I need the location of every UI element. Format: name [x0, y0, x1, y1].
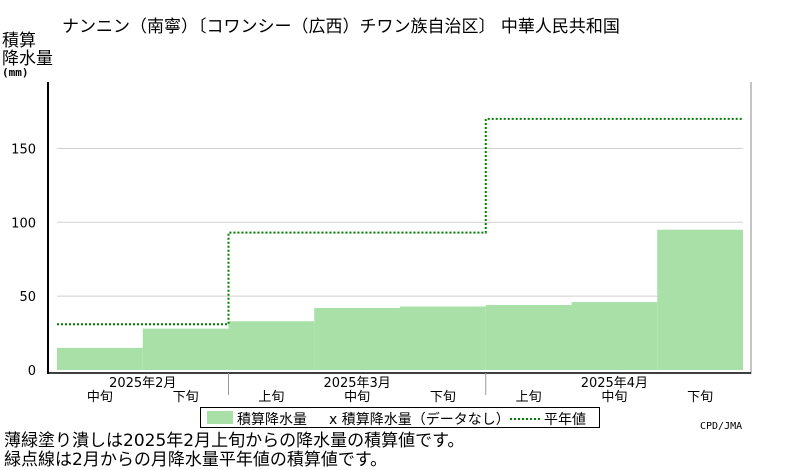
y-tick-label: 50: [19, 290, 36, 305]
bar: [657, 229, 743, 370]
legend-bar-swatch: [207, 411, 233, 424]
decade-label: 上旬: [258, 390, 284, 405]
note-line-1: 薄緑塗り潰しは2025年2月上旬からの降水量の積算値です。: [4, 431, 465, 451]
y-axis-unit: (mm): [2, 66, 29, 79]
y-tick-label: 150: [11, 142, 36, 157]
bar: [571, 302, 658, 370]
bar: [228, 321, 315, 370]
legend-normal-label: 平年値: [544, 412, 586, 428]
note-line-2: 緑点線は2月からの月降水量平年値の積算値です。: [4, 450, 388, 470]
legend-bar-label: 積算降水量: [237, 412, 307, 428]
month-label: 2025年3月: [323, 376, 390, 391]
credit: CPD/JMA: [700, 421, 743, 432]
decade-label: 下旬: [687, 390, 713, 405]
legend-missing-label: x 積算降水量（データなし）: [329, 412, 510, 428]
decade-label: 下旬: [173, 390, 199, 405]
legend-normal-line-swatch: [510, 418, 540, 420]
bar: [142, 328, 229, 370]
normal-line: [57, 117, 743, 326]
decade-label: 下旬: [430, 390, 456, 405]
bar: [57, 347, 143, 370]
decade-label: 中旬: [87, 390, 113, 405]
y-tick-label: 0: [28, 364, 36, 379]
legend: 積算降水量 x 積算降水量（データなし） 平年値: [200, 407, 600, 428]
month-label: 2025年2月: [109, 376, 176, 391]
y-tick-label: 100: [11, 216, 36, 231]
y-axis-label-line1: 積算: [2, 31, 36, 51]
decade-label: 上旬: [516, 390, 542, 405]
chart-title: ナンニン（南寧）〔コワンシー（広西）チワン族自治区〕 中華人民共和国: [62, 17, 620, 37]
month-label: 2025年4月: [581, 376, 648, 391]
bar: [400, 306, 486, 370]
decade-label: 中旬: [601, 390, 627, 405]
bar: [485, 305, 572, 370]
decade-label: 中旬: [344, 390, 370, 405]
bar: [314, 307, 400, 370]
y-axis-label-line2: 降水量: [2, 49, 53, 69]
